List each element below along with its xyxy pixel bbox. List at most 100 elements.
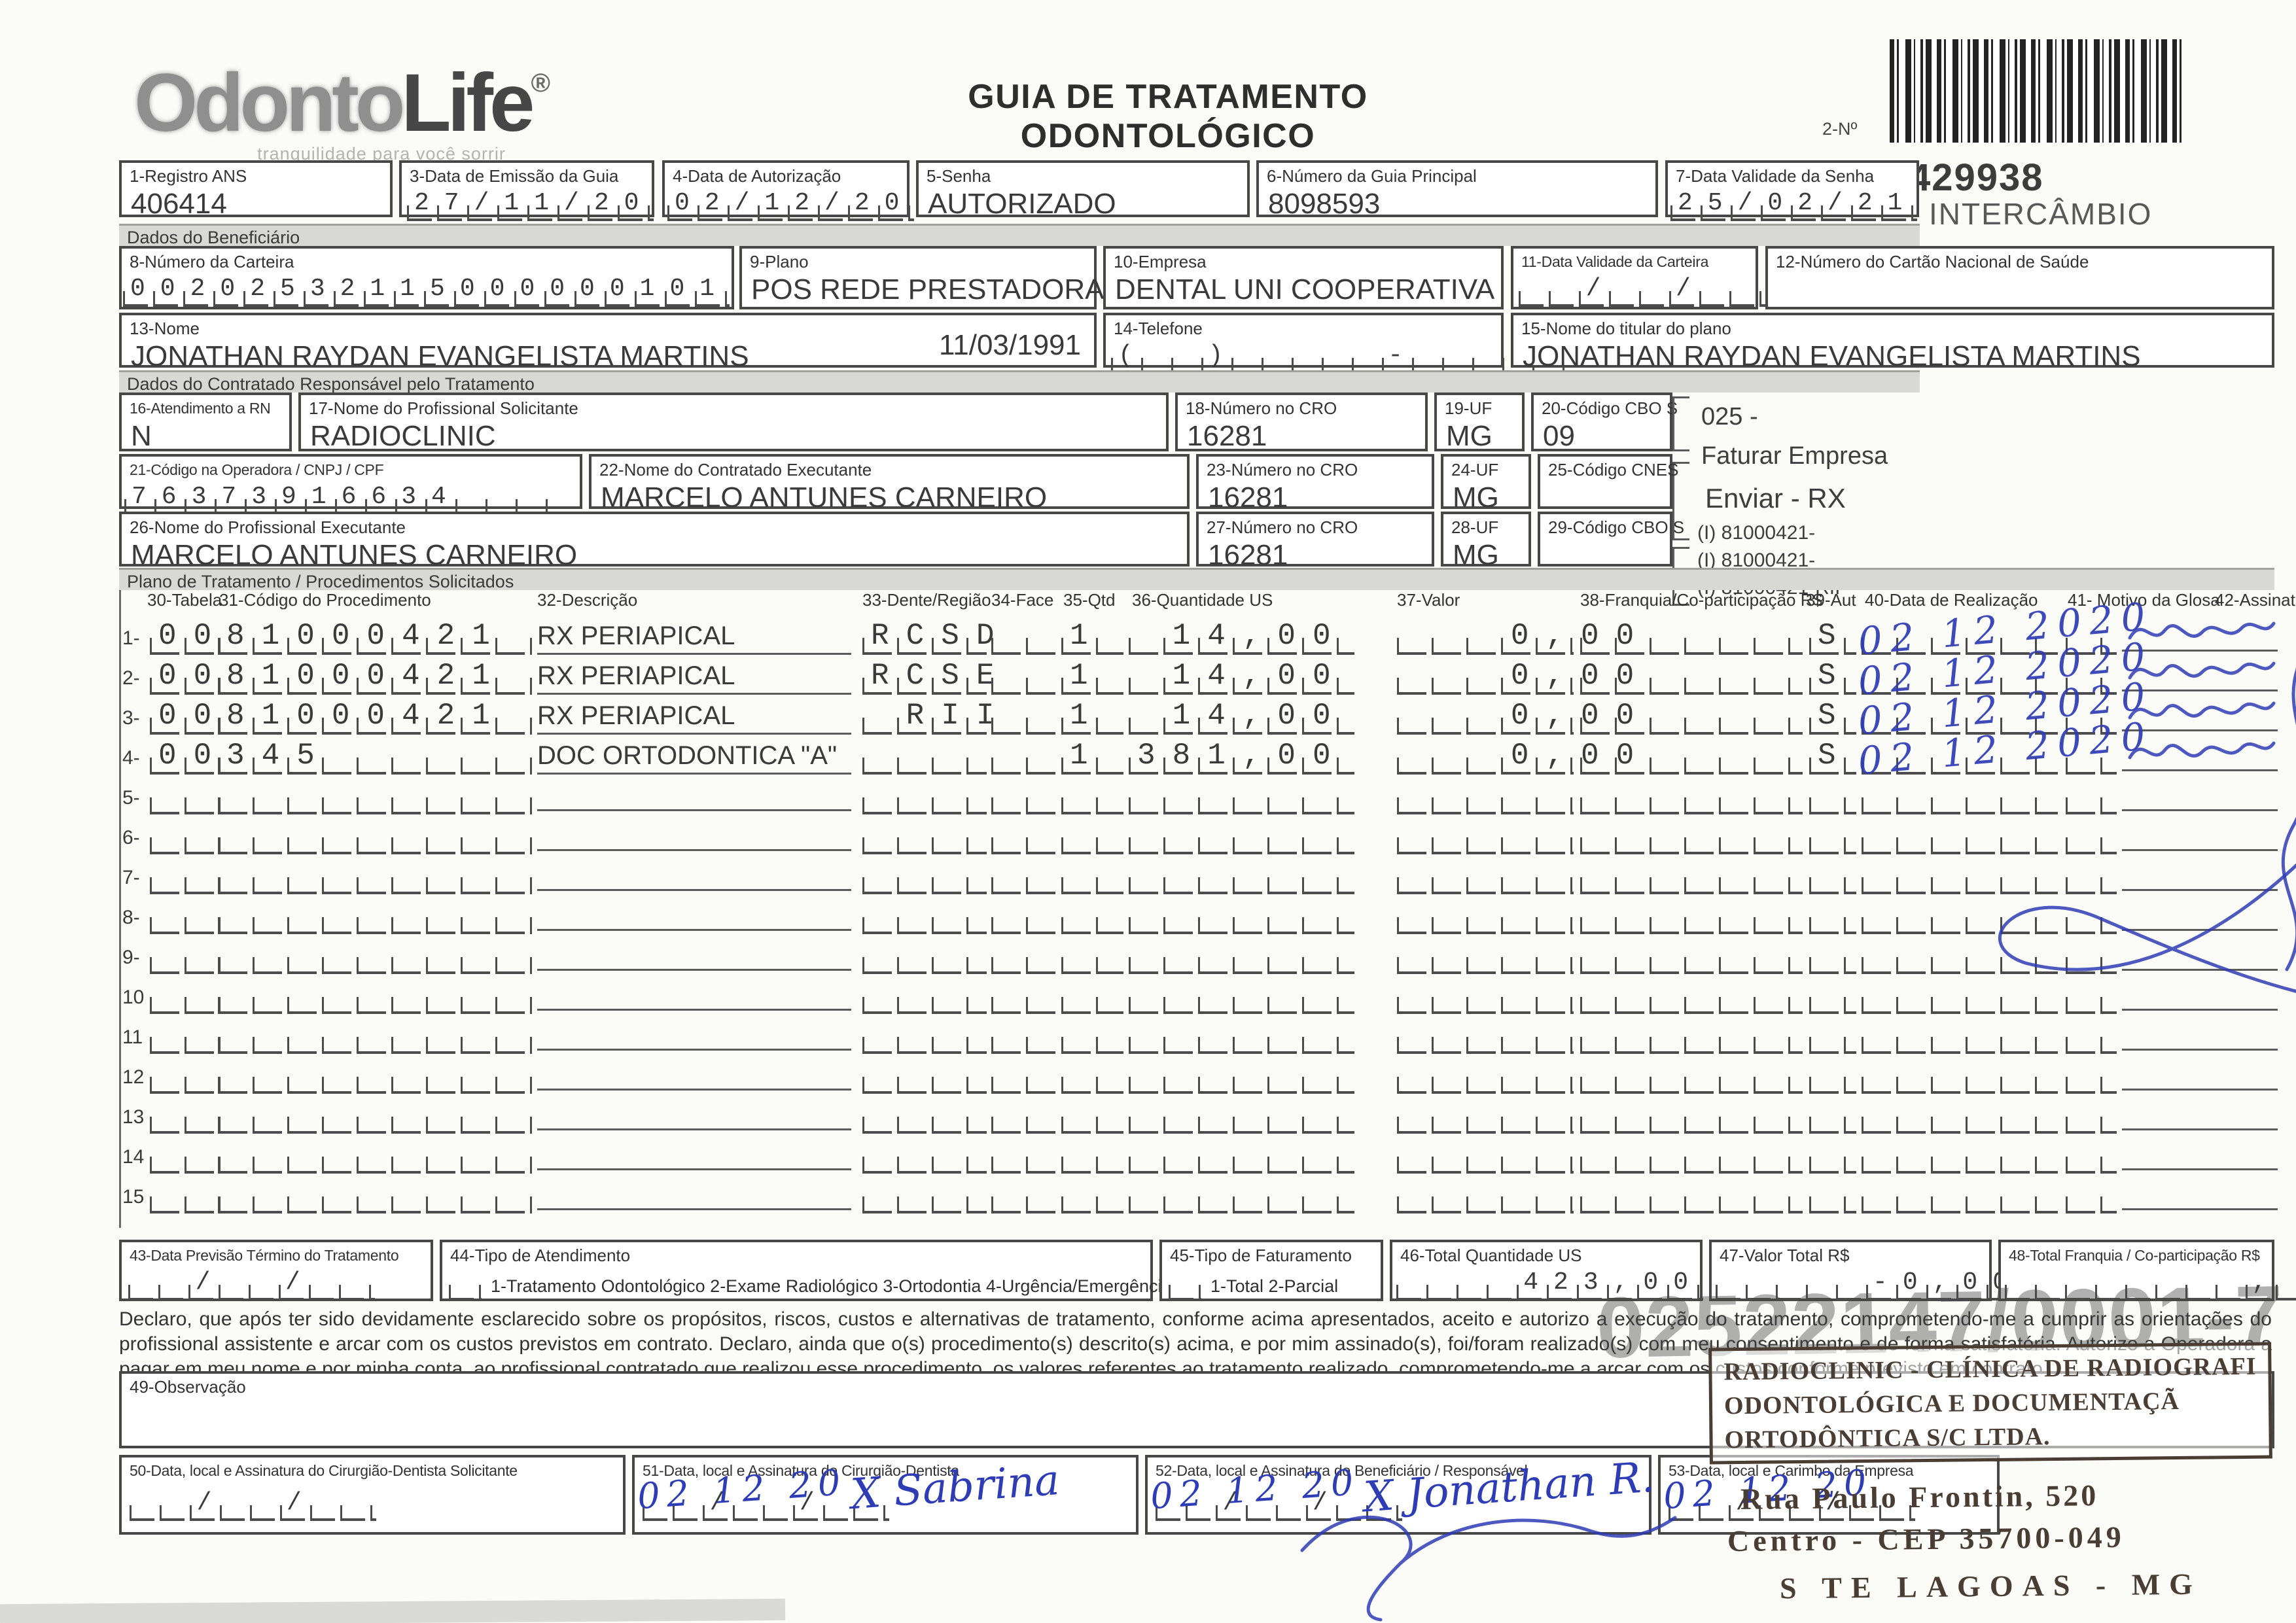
section-plano: Plano de Tratamento / Procedimentos Soli… [119, 568, 2274, 591]
cell-tabela [150, 777, 221, 814]
cell-face [991, 737, 1057, 775]
field-empresa-value: DENTAL UNI COOPERATIVA [1115, 273, 1495, 305]
cell-tabela [150, 1016, 221, 1054]
field-carimbo-empresa-label: 53-Data, local e Carimbo da Empresa [1669, 1462, 1914, 1479]
field-cbo-profissional-label: 29-Código CBO S [1548, 517, 1685, 537]
field-codigo-operadora: 21-Código na Operadora / CNPJ / CPF 7637… [119, 454, 582, 515]
field-carimbo-empresa: 53-Data, local e Carimbo da Empresa / / … [1658, 1455, 2000, 1535]
note-enviar-rx: Enviar - RX [1705, 483, 1846, 514]
cell-qtd: 1 [1061, 617, 1123, 655]
field-previsao-termino-label: 43-Data Previsão Término do Tratamento [130, 1247, 399, 1264]
cell-aut: S [1809, 617, 1856, 655]
cell-motivo-glosa [2066, 657, 2117, 695]
cell-codigo: 81000421 [218, 657, 532, 695]
cell-quantidade-us [1129, 816, 1354, 854]
note-faturar-empresa: Faturar Empresa [1701, 442, 1888, 470]
cell-descricao [537, 975, 851, 1011]
cell-data-realizacao [1862, 697, 2058, 735]
cell-codigo [218, 896, 532, 934]
cell-face [991, 976, 1057, 1014]
field-tipo-faturamento: 45-Tipo de Faturamento 1-Total 2-Parcial [1159, 1240, 1383, 1301]
col-header-face: 34-Face [991, 590, 1054, 610]
cell-motivo-glosa [2066, 777, 2117, 814]
bracket-mark [1672, 396, 1689, 451]
cell-descricao [537, 935, 851, 971]
cell-franquia [1580, 1016, 1803, 1054]
cell-data-realizacao [1862, 1096, 2058, 1134]
cell-descricao [537, 775, 851, 811]
field-cro-profissional-label: 27-Número no CRO [1207, 517, 1358, 537]
field-assinatura-solicitante-label: 50-Data, local e Assinatura do Cirurgião… [130, 1462, 518, 1479]
procedures-table: 30-Tabela 31-Código do Procedimento 32-D… [119, 590, 2296, 1228]
cell-assinatura [2122, 895, 2278, 931]
cell-face [991, 657, 1057, 695]
field-senha-label: 5-Senha [927, 166, 991, 186]
cell-descricao [537, 895, 851, 931]
field-cro-solicitante: 18-Número no CRO 16281 [1175, 393, 1428, 452]
signature-scribble [2128, 621, 2276, 640]
cell-qtd [1061, 1136, 1123, 1174]
stamp-address-city: S TE LAGOAS - MG [1779, 1567, 2202, 1605]
row-number: 15 [122, 1186, 145, 1208]
field-total-quantidade-us-value: 423,00 [1396, 1265, 1704, 1300]
field-validade-carteira-label: 11-Data Validade da Carteira [1521, 253, 1709, 270]
cell-quantidade-us [1129, 1056, 1354, 1094]
cell-franquia [1580, 896, 1803, 934]
cell-dente-regiao: RCSE [862, 657, 994, 695]
cell-franquia [1580, 617, 1803, 655]
cell-descricao [537, 1015, 851, 1051]
field-uf-executante-value: MG [1453, 481, 1499, 514]
cell-aut: S [1809, 737, 1856, 775]
field-cbo-profissional-value [1540, 537, 1670, 540]
field-profissional-executante-value: MARCELO ANTUNES CARNEIRO [131, 539, 578, 571]
cell-valor [1397, 1176, 1574, 1213]
scan-paper-edge [0, 1598, 786, 1623]
col-header-qtd: 35-Qtd [1063, 590, 1116, 610]
cell-qtd: 1 [1061, 697, 1123, 735]
field-data-emissao: 3-Data de Emissão da Guia 27/11/20 [399, 160, 654, 221]
col-header-franquia: 38-Franquia/Co-participação R$ [1580, 590, 1822, 610]
cell-motivo-glosa [2066, 1016, 2117, 1054]
cell-franquia [1580, 976, 1803, 1014]
field-total-quantidade-us: 46-Total Quantidade US 423,00 [1390, 1240, 1704, 1301]
field-uf-solicitante: 19-UF MG [1434, 393, 1525, 452]
field-cartao-nacional-saude-value [1768, 271, 2272, 274]
field-cartao-nacional-saude-label: 12-Número do Cartão Nacional de Saúde [1776, 252, 2089, 271]
cell-aut [1809, 1096, 1856, 1134]
cell-quantidade-us: 14,00 [1129, 617, 1354, 655]
field-cbo-solicitante: 20-Código CBO S 09 [1531, 393, 1678, 452]
field-assinatura-solicitante: 50-Data, local e Assinatura do Cirurgião… [119, 1455, 626, 1535]
cell-franquia [1580, 657, 1803, 695]
field-telefone-value: ( ) - [1111, 338, 1568, 374]
cell-codigo [218, 976, 532, 1014]
field-empresa-label: 10-Empresa [1114, 252, 1207, 271]
cell-aut [1809, 896, 1856, 934]
cell-descricao: DOC ORTODONTICA "A" [537, 739, 851, 775]
cell-data-realizacao [1862, 856, 2058, 894]
cell-tabela [150, 936, 221, 974]
stamp-line-3: ORTODÔNTICA S/C LTDA. [1724, 1423, 2051, 1454]
field-guia-principal: 6-Número da Guia Principal 8098593 [1256, 160, 1658, 220]
cell-tabela [150, 1176, 221, 1213]
barcode-label: 2-Nº [1822, 119, 1858, 139]
field-valor-total-label: 47-Valor Total R$ [1720, 1246, 1850, 1265]
field-total-franquia-value: , [2005, 1265, 2296, 1300]
row-number: 4- [122, 747, 140, 769]
cell-tabela [150, 896, 221, 934]
cell-assinatura [2122, 1094, 2278, 1130]
cell-quantidade-us: 381,00 [1129, 737, 1354, 775]
note-code-1: (I) 81000421- [1697, 522, 1816, 544]
field-numero-carteira: 8-Número da Carteira 0020253211500000010… [119, 246, 734, 309]
field-assinatura-beneficiario-comb: / / [1156, 1486, 1403, 1521]
field-guia-principal-value: 8098593 [1268, 188, 1381, 220]
field-profissional-solicitante-label: 17-Nome do Profissional Solicitante [309, 398, 578, 418]
section-contratado: Dados do Contratado Responsável pelo Tra… [119, 370, 1920, 394]
note-025: 025 - [1701, 403, 1758, 430]
cell-dente-regiao [862, 976, 987, 1014]
field-assinatura-beneficiario: 52-Data, local e Assinatura do Beneficiá… [1145, 1454, 1656, 1535]
field-carimbo-empresa-comb: / / [1669, 1486, 1916, 1521]
cell-codigo: 81000421 [218, 697, 532, 735]
cell-motivo-glosa [2066, 1056, 2117, 1094]
stamp-address-street: Rua Paulo Frontin, 520 [1740, 1478, 2099, 1516]
